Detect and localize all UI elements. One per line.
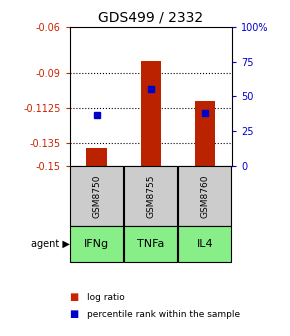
Text: ■: ■: [70, 292, 79, 302]
Bar: [195, 101, 215, 166]
Text: GSM8755: GSM8755: [146, 174, 155, 218]
Bar: [70, 226, 123, 262]
Text: log ratio: log ratio: [87, 293, 125, 302]
Text: TNFa: TNFa: [137, 239, 164, 249]
Bar: [124, 226, 177, 262]
Bar: [141, 61, 161, 166]
Text: ■: ■: [70, 309, 79, 319]
Text: agent ▶: agent ▶: [31, 239, 70, 249]
Bar: [70, 166, 123, 226]
Text: percentile rank within the sample: percentile rank within the sample: [87, 310, 240, 319]
Bar: [178, 226, 231, 262]
Bar: [124, 166, 177, 226]
Bar: [86, 148, 107, 166]
Text: IFNg: IFNg: [84, 239, 109, 249]
Bar: [178, 166, 231, 226]
Text: IL4: IL4: [197, 239, 213, 249]
Text: GSM8760: GSM8760: [200, 174, 209, 218]
Title: GDS499 / 2332: GDS499 / 2332: [98, 10, 203, 24]
Text: GSM8750: GSM8750: [92, 174, 101, 218]
